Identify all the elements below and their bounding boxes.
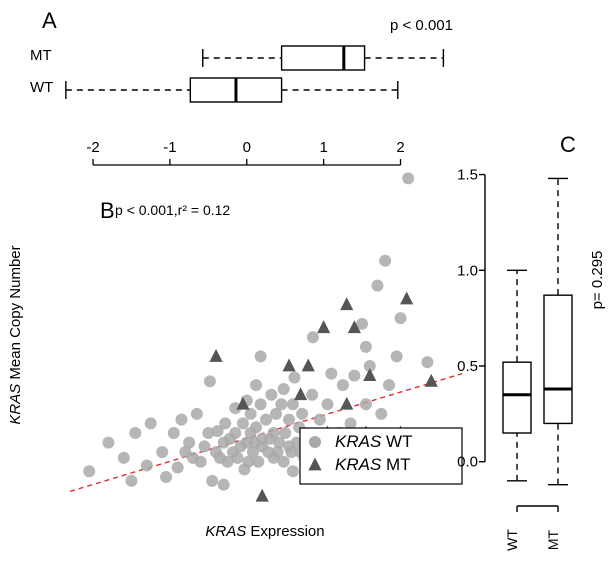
scatter-point-mt [400,292,413,305]
figure-container: Ap < 0.001 MT WT -2 -1 0 1 2 Bp < 0.001,r² = 0.1… [0,0,612,573]
panel-b-xtick-label: 2 [396,139,404,156]
legend-wt-label: KRAS WT [335,432,412,451]
panel-b-ylabel: KRAS Mean Copy Number [7,245,24,424]
scatter-point-wt [337,379,349,391]
scatter-point-wt [129,427,141,439]
scatter-point-wt [191,408,203,420]
scatter-point-wt [379,255,391,267]
panel-a-cat-mt: MT [30,47,52,64]
scatter-point-wt [250,379,262,391]
figure-svg: Ap < 0.001 MT WT -2 -1 0 1 2 Bp < 0.001,r² = 0.1… [0,0,612,573]
scatter-point-wt [321,398,333,410]
scatter-point-mt [317,320,330,333]
panel-c-ytick-label: 1.5 [457,167,478,184]
scatter-point-wt [288,371,300,383]
panel-a-label: A [42,8,57,33]
scatter-point-mt [256,489,269,502]
panel-c-cat-mt: MT [545,529,561,550]
scatter-point-wt [183,437,195,449]
scatter-point-wt [314,414,326,426]
scatter-point-wt [375,408,387,420]
scatter-point-wt [255,350,267,362]
panel-b-xtick-label: 0 [243,139,251,156]
scatter-point-wt [287,465,299,477]
scatter-point-wt [252,456,264,468]
scatter-point-wt [156,446,168,458]
legend-mt-label: KRAS MT [335,455,411,474]
scatter-point-wt [141,460,153,472]
scatter-point-wt [395,312,407,324]
scatter-point-mt [282,359,295,372]
scatter-point-wt [391,350,403,362]
scatter-point-wt [278,383,290,395]
scatter-point-wt [306,389,318,401]
scatter-point-mt [294,387,307,400]
scatter-point-mt [340,397,353,410]
scatter-point-wt [348,370,360,382]
scatter-point-wt [279,427,291,439]
scatter-point-wt [175,414,187,426]
scatter-point-wt [237,417,249,429]
panel-c-ytick-label: 0.5 [457,358,478,375]
panel-c-wt-box [503,362,531,433]
scatter-point-wt [325,368,337,380]
panel-b-xtick-label: -1 [163,139,176,156]
panel-c-pvalue: p= 0.295 [589,251,606,310]
panel-b-xtick-label: -2 [86,139,99,156]
scatter-point-wt [160,471,172,483]
panel-b-label: B [100,198,115,223]
scatter-point-wt [421,356,433,368]
scatter-point-mt [340,297,353,310]
panel-c-ytick-label: 1.0 [457,262,478,279]
panel-b-xlabel: KRAS Expression [205,523,324,540]
panel-b-xtick-label: 1 [319,139,327,156]
panel-c-label: C [560,132,576,157]
scatter-point-wt [199,440,211,452]
panel-a-pvalue: p < 0.001 [390,17,453,34]
panel-c-mt-box [544,295,572,423]
scatter-point-wt [145,417,157,429]
scatter-point-mt [302,359,315,372]
scatter-point-wt [218,479,230,491]
scatter-point-wt [250,421,262,433]
panel-a-cat-wt: WT [30,79,53,96]
scatter-point-wt [255,398,267,410]
scatter-point-wt [195,456,207,468]
scatter-point-wt [296,408,308,420]
scatter-point-wt [125,475,137,487]
scatter-point-wt [229,427,241,439]
scatter-point-wt [402,172,414,184]
scatter-point-wt [83,465,95,477]
scatter-point-wt [168,427,180,439]
scatter-point-wt [278,456,290,468]
panel-b-stats: p < 0.001,r² = 0.12 [115,202,230,218]
scatter-point-wt [265,389,277,401]
scatter-point-wt [383,379,395,391]
scatter-point-wt [275,398,287,410]
scatter-point-wt [360,398,372,410]
scatter-point-mt [425,374,438,387]
scatter-point-wt [360,341,372,353]
scatter-point-mt [363,368,376,381]
scatter-point-wt [219,417,231,429]
scatter-point-wt [232,452,244,464]
scatter-point-wt [371,280,383,292]
scatter-point-wt [172,461,184,473]
panel-a-mt-box [282,46,365,70]
scatter-point-mt [209,349,222,362]
scatter-point-wt [283,414,295,426]
scatter-point-wt [204,375,216,387]
scatter-point-wt [206,475,218,487]
panel-c-ytick-label: 0.0 [457,454,478,471]
panel-c-cat-wt: WT [504,529,520,551]
scatter-point-wt [118,452,130,464]
scatter-point-wt [102,437,114,449]
legend-wt-icon [309,436,321,448]
